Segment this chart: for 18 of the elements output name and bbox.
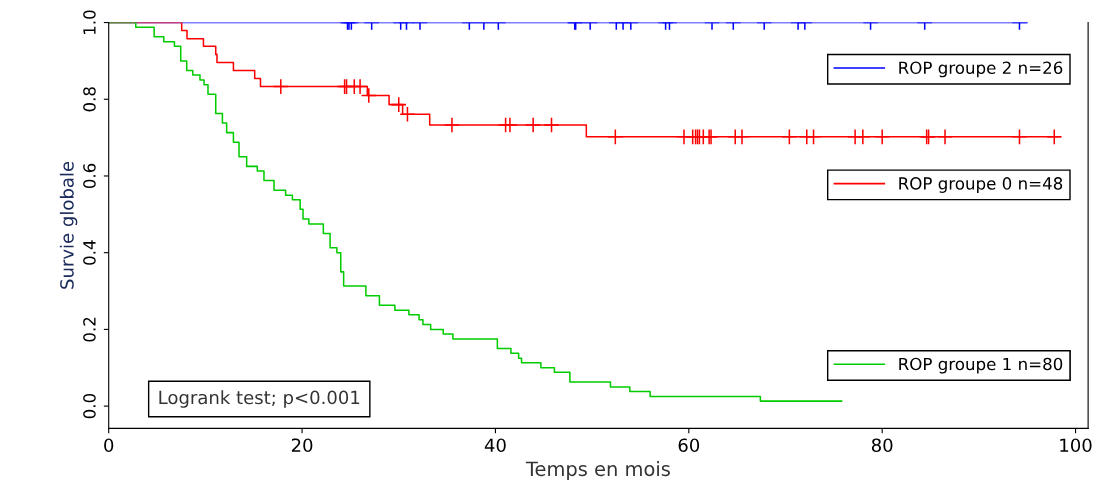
- y-tick-label: 0.0: [83, 393, 96, 419]
- annotation: Logrank test; p<0.001: [159, 390, 360, 408]
- legend-label: ROP groupe 2 n=26: [899, 61, 1063, 78]
- y-tick-label: 1.0: [83, 10, 96, 34]
- legend-label: ROP groupe 1 n=80: [899, 357, 1063, 374]
- x-tick-label: 0: [104, 438, 114, 453]
- y-tick-label: 0.2: [83, 317, 96, 342]
- x-tick-label: 60: [678, 438, 700, 453]
- x-tick-label: 40: [484, 438, 506, 453]
- legend-label: ROP groupe 0 n=48: [899, 177, 1063, 193]
- y-tick-label: 0.6: [83, 163, 96, 189]
- x-tick-label: 20: [291, 438, 313, 453]
- y-tick-label: 0.4: [83, 240, 96, 265]
- x-tick-label: 100: [1060, 438, 1092, 453]
- y-tick-label: 0.8: [83, 87, 96, 112]
- y-axis-title: Survie globale: [59, 161, 78, 289]
- x-tick-label: 80: [871, 438, 893, 453]
- x-axis-title: Temps en mois: [525, 461, 670, 480]
